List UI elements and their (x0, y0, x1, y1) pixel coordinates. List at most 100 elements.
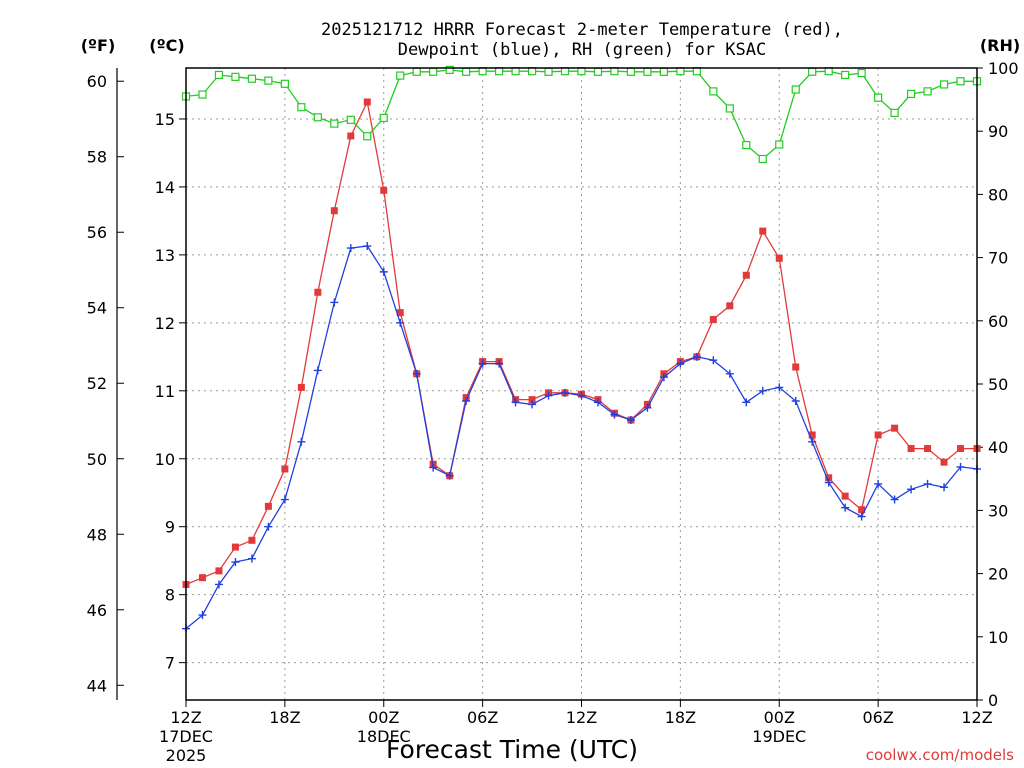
rh-point (544, 67, 553, 76)
rh-point (264, 76, 273, 85)
rh-point (247, 74, 257, 83)
rh-tick-label: 20 (988, 565, 1008, 584)
dewpoint-point (511, 398, 520, 407)
fahrenheit-tick-label: 44 (87, 676, 107, 695)
dewpoint-point (824, 478, 833, 487)
rh-tick-label: 10 (988, 628, 1008, 647)
rh-point (214, 70, 224, 80)
fahrenheit-tick-label: 56 (87, 223, 107, 242)
rh-unit-label: (RH) (980, 36, 1020, 55)
fahrenheit-tick-label: 48 (87, 525, 107, 544)
temperature-point (347, 132, 355, 140)
fahrenheit-unit-label: (ºF) (81, 36, 116, 55)
temperature-point (940, 458, 948, 466)
dewpoint-point (561, 388, 570, 397)
dewpoint-point (577, 391, 586, 400)
dewpoint-point (940, 483, 949, 492)
x-tick-date: 18DEC (357, 727, 411, 746)
dewpoint-point (297, 437, 306, 446)
credit-link[interactable]: coolwx.com/models (866, 746, 1014, 764)
rh-point (939, 80, 949, 89)
temperature-point (891, 424, 899, 432)
temperature-point (858, 506, 866, 514)
dewpoint-point (528, 400, 537, 409)
rh-point (231, 72, 240, 81)
dewpoint-point (330, 298, 339, 307)
series-layer (181, 65, 982, 633)
rh-point (841, 70, 850, 80)
temperature-point (248, 536, 256, 544)
rh-point (643, 67, 652, 76)
dewpoint-point (725, 369, 734, 378)
x-tick-label: 00Z (368, 708, 399, 727)
chart-title-line-2: Dewpoint (blue), RH (green) for KSAC (398, 40, 766, 60)
rh-tick-label: 60 (988, 312, 1008, 331)
dewpoint-point (857, 512, 866, 521)
rh-point (742, 141, 751, 150)
rh-point (396, 71, 405, 80)
temperature-point (198, 574, 206, 582)
x-tick-label: 12Z (170, 708, 201, 727)
temperature-point (957, 445, 965, 453)
rh-point (857, 68, 866, 78)
plot-frame (185, 67, 978, 701)
x-tick-date: 19DEC (752, 727, 806, 746)
dewpoint-point (247, 554, 256, 563)
temperature-point (775, 254, 783, 262)
x-tick-label: 18Z (269, 708, 300, 727)
x-tick-date: 17DEC (159, 727, 213, 746)
x-tick-label: 12Z (566, 708, 597, 727)
dewpoint-point (198, 611, 207, 620)
rh-point (330, 119, 339, 128)
rh-point (626, 67, 636, 76)
dewpoint-point (445, 471, 454, 480)
rh-tick-label: 70 (988, 249, 1008, 268)
rh-point (379, 113, 388, 123)
temperature-point (841, 492, 849, 500)
rh-point (363, 132, 372, 141)
dewpoint-point (346, 244, 355, 253)
temperature-point (742, 271, 750, 279)
dewpoint-point (593, 398, 602, 407)
rh-point (593, 67, 603, 76)
fahrenheit-tick-label: 52 (87, 374, 107, 393)
rh-series-line (185, 69, 977, 160)
rh-point (346, 115, 355, 124)
dewpoint-point (841, 503, 850, 512)
rh-point (313, 113, 322, 122)
rh-point (709, 87, 718, 96)
axis-ticks: 44 46 48 50 52 54 56 58 60 7 8 9 10 11 12 13 14 15 0 10 20 30… (87, 59, 1019, 765)
temperature-point (215, 567, 223, 575)
rh-point (808, 67, 817, 76)
celsius-tick-label: 9 (165, 518, 175, 537)
temperature-point (825, 474, 833, 482)
rh-tick-label: 30 (988, 501, 1008, 520)
dewpoint-point (874, 479, 883, 488)
celsius-tick-label: 7 (165, 654, 175, 673)
temperature-point (396, 309, 404, 317)
temperature-point (380, 186, 388, 194)
dewpoint-point (692, 352, 701, 361)
rh-point (462, 67, 471, 76)
dewpoint-point (478, 359, 487, 368)
dewpoint-point (280, 495, 289, 504)
rh-point (758, 154, 767, 164)
dewpoint-point (313, 366, 322, 375)
rh-tick-label: 80 (988, 185, 1008, 204)
rh-point (791, 85, 800, 94)
dewpoint-point (544, 391, 553, 400)
temperature-point (330, 207, 338, 215)
x-tick-year: 2025 (166, 746, 207, 765)
rh-point (297, 103, 306, 112)
dewpoint-point (462, 396, 471, 405)
rh-point (890, 108, 899, 117)
rh-point (874, 93, 883, 102)
celsius-unit-label: (ºC) (149, 36, 184, 55)
x-tick-label: 00Z (764, 708, 795, 727)
dewpoint-point (363, 242, 372, 251)
dewpoint-point (742, 398, 751, 407)
x-axis-title: Forecast Time (UTC) (386, 735, 638, 764)
temperature-point (231, 543, 239, 551)
dewpoint-point (495, 359, 504, 368)
